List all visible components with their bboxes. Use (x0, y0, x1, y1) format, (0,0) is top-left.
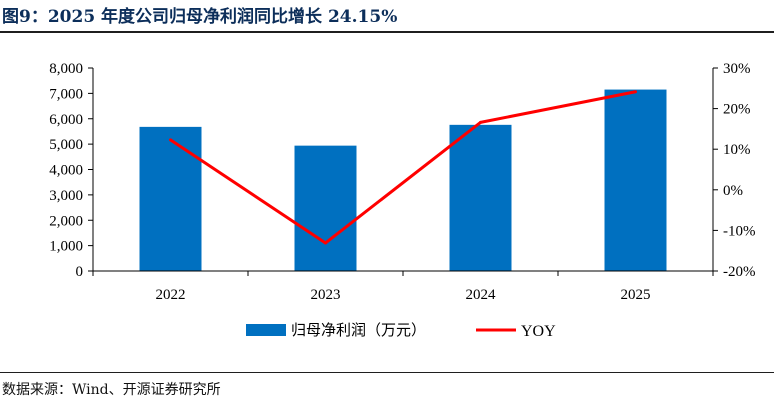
left-tick-label: 3,000 (49, 188, 83, 204)
right-tick-label: 10% (723, 142, 751, 158)
chart: 0 1,000 2,000 3,000 4,000 5,000 6,000 7,000 8,00… (49, 61, 756, 340)
right-tick-label: -10% (723, 223, 756, 239)
left-tick-label: 5,000 (49, 137, 83, 153)
left-tick-label: 4,000 (49, 163, 83, 179)
left-tick-label: 7,000 (49, 86, 83, 102)
x-tick-label: 2025 (621, 287, 651, 303)
chart-title: 图9：2025 年度公司归母净利润同比增长 24.15% (2, 7, 398, 27)
x-tick-label: 2022 (156, 287, 186, 303)
bar-2022 (139, 126, 202, 272)
legend-bar-swatch (246, 324, 286, 336)
right-y-axis: -20% -10% 0% 10% 20% 30% (712, 61, 756, 280)
bar-2024 (449, 124, 512, 271)
left-y-axis: 0 1,000 2,000 3,000 4,000 5,000 6,000 7,000 8,00… (49, 61, 94, 280)
x-tick-label: 2023 (311, 287, 341, 303)
x-tick-label: 2024 (466, 287, 497, 303)
left-tick-label: 8,000 (49, 61, 83, 77)
right-tick-label: 30% (723, 61, 751, 77)
bar-2025 (604, 89, 667, 271)
bar-series (139, 89, 667, 272)
yoy-line-series (169, 90, 637, 245)
legend-line-label: YOY (521, 323, 556, 340)
yoy-point-2023 (324, 241, 327, 245)
right-tick-label: 20% (723, 102, 751, 118)
bar-2023 (294, 145, 357, 271)
left-tick-label: 2,000 (49, 213, 83, 229)
left-tick-label: 1,000 (49, 239, 83, 255)
legend-bar-label: 归母净利润（万元） (291, 321, 426, 339)
yoy-point-2025 (634, 90, 637, 94)
right-tick-label: -20% (723, 264, 756, 280)
yoy-point-2024 (479, 120, 482, 124)
source-note: 数据来源：Wind、开源证券研究所 (2, 382, 221, 398)
source-divider (0, 372, 774, 373)
title-divider (0, 31, 774, 33)
right-tick-label: 0% (723, 183, 743, 199)
x-axis: 2022 2023 2024 2025 (92, 270, 714, 303)
legend: 归母净利润（万元） YOY (246, 321, 556, 340)
left-tick-label: 0 (76, 264, 84, 280)
left-tick-label: 6,000 (49, 112, 83, 128)
yoy-line (169, 90, 636, 245)
yoy-point-2022 (169, 138, 172, 142)
